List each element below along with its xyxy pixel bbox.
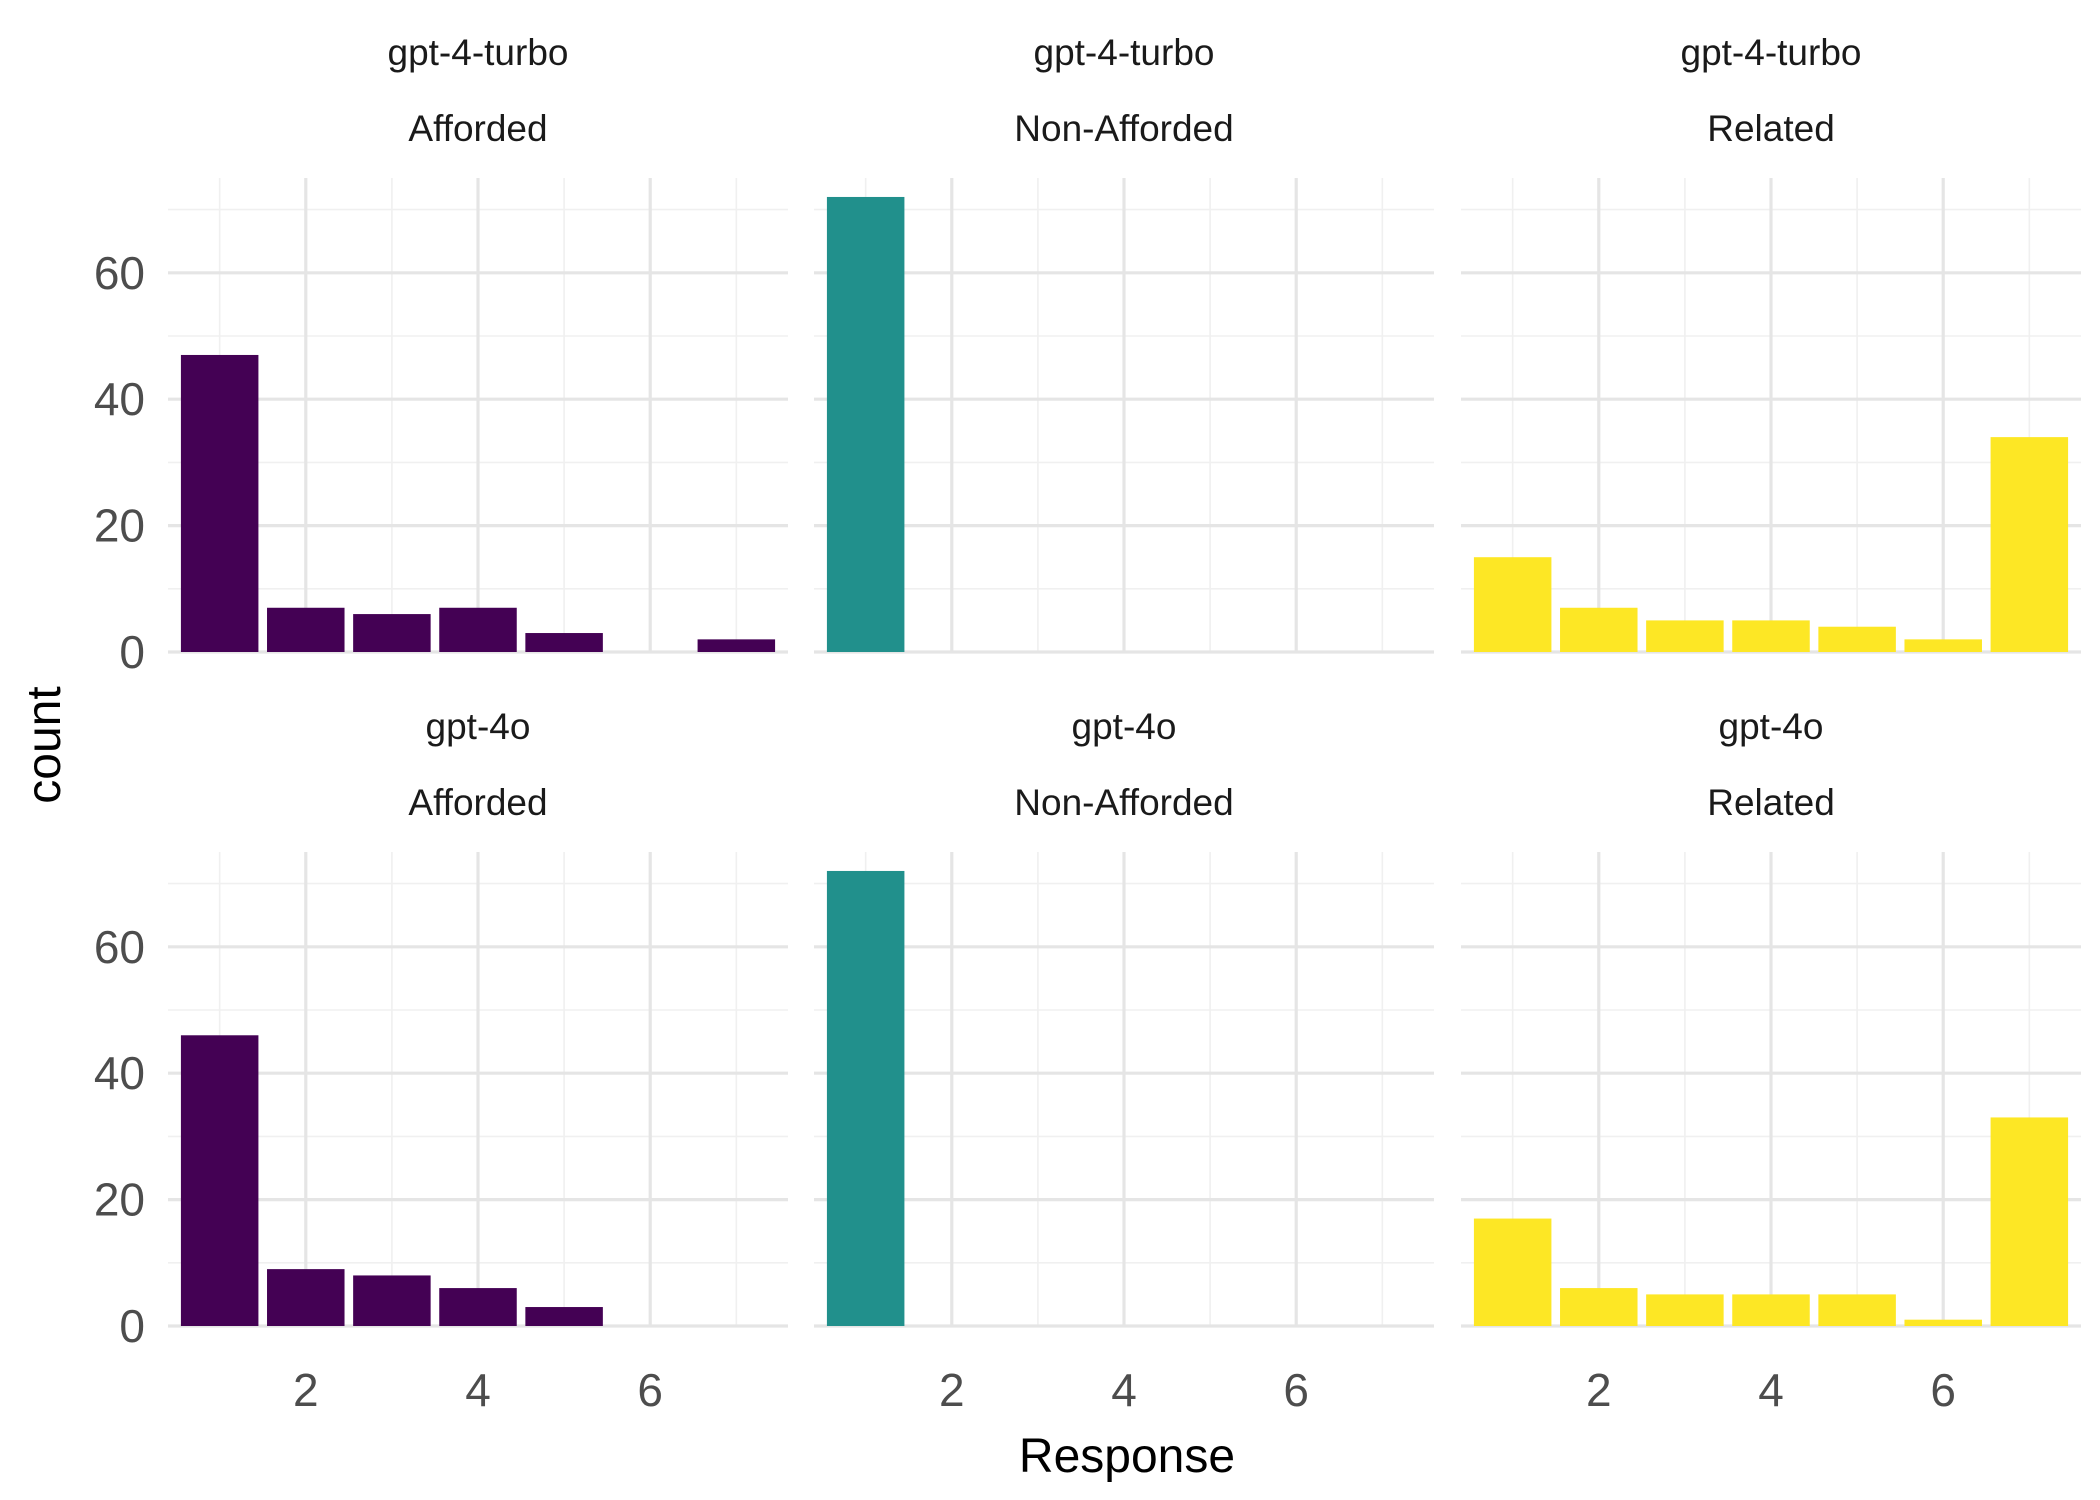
x-axis-title: Response xyxy=(1019,1430,1235,1483)
bar xyxy=(353,614,431,652)
bar xyxy=(1732,620,1810,652)
x-tick-label: 2 xyxy=(939,1364,965,1416)
bar xyxy=(1818,1294,1896,1326)
bar xyxy=(1990,437,2069,652)
bar xyxy=(439,1288,517,1326)
bar xyxy=(1818,626,1896,652)
bar xyxy=(180,354,259,652)
bar xyxy=(267,607,345,652)
facet-label-model: gpt-4o xyxy=(426,706,531,747)
facet-label-condition: Related xyxy=(1707,782,1835,823)
y-axis-title: count xyxy=(18,686,71,803)
x-tick-label: 4 xyxy=(465,1364,491,1416)
panel-gpt-4o-afforded: gpt-4o Afforded xyxy=(168,706,788,1328)
panel-gpt-4-turbo-non-afforded: gpt-4-turbo Non-Afforded xyxy=(814,32,1434,654)
bar xyxy=(826,196,905,652)
bar xyxy=(1904,1319,1982,1326)
panel-gpt-4-turbo-afforded: gpt-4-turbo Afforded xyxy=(168,32,788,654)
x-tick-label: 6 xyxy=(637,1364,663,1416)
bar xyxy=(439,607,517,652)
y-tick-label: 60 xyxy=(94,921,145,973)
facet-label-condition: Afforded xyxy=(408,108,547,149)
panels: gpt-4-turbo Afforded gpt-4-turbo Non-Afford… xyxy=(168,32,2081,1328)
axes: 0 20 40 60 0 20 40 60 2 4 6 2 4 6 2 4 6 xyxy=(94,247,1956,1416)
facet-label-condition: Non-Afforded xyxy=(1014,782,1233,823)
bar xyxy=(1646,620,1724,652)
y-tick-label: 40 xyxy=(94,373,145,425)
x-tick-label: 4 xyxy=(1111,1364,1137,1416)
y-tick-label: 20 xyxy=(94,1174,145,1226)
panel-gpt-4-turbo-related: gpt-4-turbo Related xyxy=(1461,32,2081,654)
panel-gpt-4o-non-afforded: gpt-4o Non-Afforded xyxy=(814,706,1434,1328)
x-tick-label: 6 xyxy=(1930,1364,1956,1416)
bar xyxy=(697,639,776,652)
facet-label-model: gpt-4o xyxy=(1719,706,1824,747)
bar xyxy=(1646,1294,1724,1326)
panel-gpt-4o-related: gpt-4o Related xyxy=(1461,706,2081,1328)
facet-label-condition: Related xyxy=(1707,108,1835,149)
facet-label-condition: Afforded xyxy=(408,782,547,823)
y-tick-label: 60 xyxy=(94,247,145,299)
facet-label-condition: Non-Afforded xyxy=(1014,108,1233,149)
x-tick-label: 2 xyxy=(1586,1364,1612,1416)
bar xyxy=(267,1269,345,1326)
x-tick-label: 4 xyxy=(1758,1364,1784,1416)
bar xyxy=(353,1275,431,1326)
bar xyxy=(1732,1294,1810,1326)
bar xyxy=(1904,639,1982,652)
facet-label-model: gpt-4-turbo xyxy=(1681,32,1862,73)
bar xyxy=(826,870,905,1326)
y-tick-label: 0 xyxy=(119,626,145,678)
y-tick-label: 40 xyxy=(94,1047,145,1099)
y-tick-label: 20 xyxy=(94,500,145,552)
y-tick-label: 0 xyxy=(119,1300,145,1352)
bar xyxy=(525,633,603,652)
x-tick-label: 2 xyxy=(293,1364,319,1416)
bar xyxy=(1560,607,1638,652)
bar xyxy=(1990,1117,2069,1326)
bar xyxy=(180,1035,259,1326)
bar xyxy=(525,1307,603,1326)
bar xyxy=(1560,1288,1638,1326)
facet-label-model: gpt-4-turbo xyxy=(1034,32,1215,73)
facet-label-model: gpt-4o xyxy=(1072,706,1177,747)
x-tick-label: 6 xyxy=(1283,1364,1309,1416)
facet-label-model: gpt-4-turbo xyxy=(388,32,569,73)
bar xyxy=(1473,1218,1552,1326)
bar xyxy=(1473,557,1552,652)
